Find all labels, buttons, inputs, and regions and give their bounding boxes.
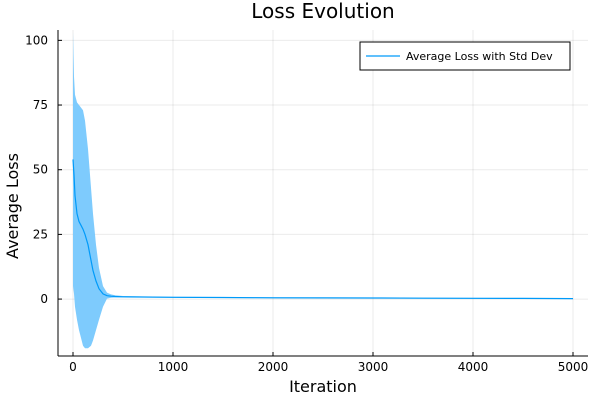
x-tick-label: 1000 [158, 360, 189, 374]
x-axis-ticks: 0 1000 2000 3000 4000 5000 [69, 352, 588, 374]
y-axis-ticks: 0 25 50 75 100 [25, 33, 62, 306]
y-axis-label: Average Loss [3, 153, 22, 259]
legend: Average Loss with Std Dev [359, 41, 571, 71]
x-tick-label: 3000 [358, 360, 389, 374]
grid [58, 30, 588, 356]
y-tick-label: 25 [33, 227, 48, 241]
y-tick-label: 0 [40, 292, 48, 306]
x-tick-label: 2000 [258, 360, 289, 374]
x-tick-label: 0 [69, 360, 77, 374]
chart-title: Loss Evolution [251, 0, 394, 23]
y-tick-label: 50 [33, 163, 48, 177]
y-tick-label: 75 [33, 98, 48, 112]
x-axis-label: Iteration [289, 377, 357, 396]
legend-entry: Average Loss with Std Dev [406, 50, 553, 63]
mean-loss-line [72, 159, 574, 300]
std-dev-band [73, 32, 573, 349]
plot-area [72, 32, 574, 349]
x-tick-label: 5000 [558, 360, 589, 374]
y-tick-label: 100 [25, 33, 48, 47]
x-tick-label: 4000 [458, 360, 489, 374]
